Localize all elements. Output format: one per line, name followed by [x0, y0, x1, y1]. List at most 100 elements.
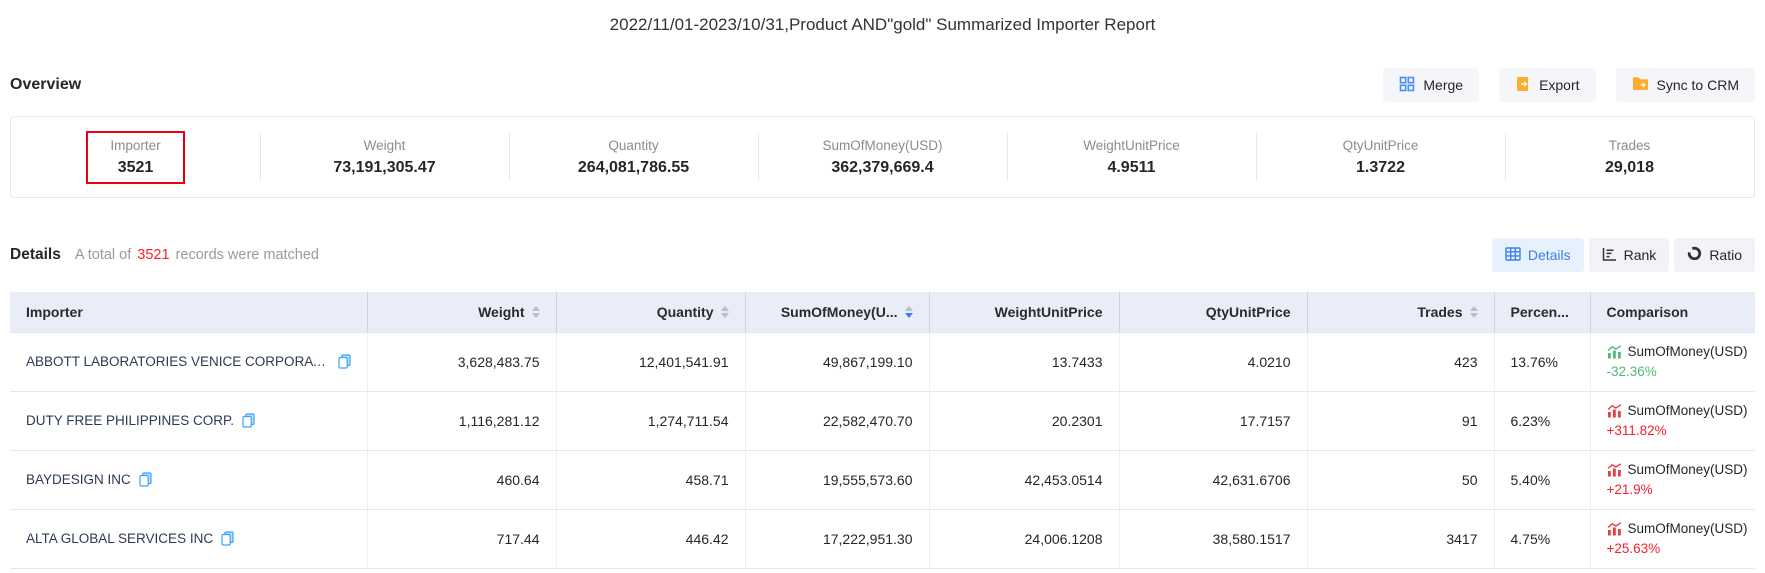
table-icon	[1505, 246, 1521, 264]
sort-caret-icon[interactable]	[720, 305, 729, 318]
column-header-weight[interactable]: Weight	[367, 292, 557, 333]
stat-label: Importer	[110, 137, 161, 153]
trades-cell: 423	[1307, 332, 1495, 392]
table-row: ABBOTT LABORATORIES VENICE CORPORAT... 3,…	[10, 332, 1755, 392]
quantity-cell: 12,401,541.91	[556, 332, 746, 392]
comparison-metric-label: SumOfMoney(USD)	[1627, 462, 1748, 477]
quantity-cell: 1,274,711.54	[556, 391, 746, 451]
overview-heading: Overview	[10, 76, 82, 93]
ratio-donut-icon	[1687, 246, 1702, 264]
weight-cell: 460.64	[367, 450, 557, 510]
tab-label: Details	[1527, 247, 1571, 263]
sum-of-money-cell: 49,867,199.10	[745, 332, 930, 392]
column-header-percentage: Percen...	[1494, 292, 1591, 333]
trend-chart-icon	[1607, 462, 1622, 477]
sort-caret-icon[interactable]	[1469, 305, 1478, 318]
summary-suffix: records were matched	[175, 247, 319, 263]
stat-value: 1.3722	[1356, 158, 1405, 176]
percentage-cell: 13.76%	[1494, 332, 1591, 392]
stat-quantity: Quantity 264,081,786.55	[509, 117, 758, 197]
quantity-cell: 446.42	[556, 509, 746, 569]
importer-highlight-box: Importer 3521	[86, 130, 185, 184]
qty-unit-price-cell: 42,631.6706	[1119, 450, 1308, 510]
stat-label: WeightUnitPrice	[1083, 137, 1180, 153]
importer-name-link[interactable]: ALTA GLOBAL SERVICES INC	[26, 531, 214, 546]
stat-trades: Trades 29,018	[1505, 117, 1754, 197]
stat-label: QtyUnitPrice	[1342, 137, 1419, 153]
tab-label: Rank	[1623, 247, 1657, 263]
export-icon	[1515, 76, 1531, 95]
qty-unit-price-cell: 4.0210	[1119, 332, 1308, 392]
stat-value: 264,081,786.55	[577, 158, 690, 176]
stat-value: 73,191,305.47	[333, 158, 436, 176]
column-header-trades[interactable]: Trades	[1307, 292, 1495, 333]
sort-caret-icon[interactable]	[531, 305, 540, 318]
column-header-sum-of-money[interactable]: SumOfMoney(U...	[745, 292, 930, 333]
qty-unit-price-cell: 17.7157	[1119, 391, 1308, 451]
details-table: Importer Weight Quantity SumOfMoney(U...…	[10, 292, 1755, 569]
stat-value: 3521	[117, 158, 154, 176]
weight-unit-price-cell: 24,006.1208	[929, 509, 1120, 569]
importer-cell: BAYDESIGN INC	[10, 450, 368, 510]
table-body: ABBOTT LABORATORIES VENICE CORPORAT... 3,…	[10, 332, 1755, 569]
importer-name-link[interactable]: DUTY FREE PHILIPPINES CORP.	[26, 413, 235, 428]
copy-icon[interactable]	[242, 413, 255, 428]
comparison-percentage: +311.82%	[1606, 423, 1667, 438]
importer-cell: ALTA GLOBAL SERVICES INC	[10, 509, 368, 569]
trades-cell: 3417	[1307, 509, 1495, 569]
trend-chart-icon	[1607, 521, 1622, 536]
tab-rank[interactable]: Rank	[1588, 238, 1670, 272]
details-heading: Details	[10, 246, 61, 263]
table-row: BAYDESIGN INC 460.64 458.71 19,555,573.60 42…	[10, 450, 1755, 510]
sum-of-money-cell: 19,555,573.60	[745, 450, 930, 510]
stat-weight: Weight 73,191,305.47	[260, 117, 509, 197]
export-button[interactable]: Export	[1499, 68, 1596, 102]
column-header-weight-unit-price: WeightUnitPrice	[929, 292, 1120, 333]
stat-label: Weight	[363, 137, 406, 153]
weight-unit-price-cell: 20.2301	[929, 391, 1120, 451]
stat-value: 362,379,669.4	[831, 158, 934, 176]
details-table-wrap: Importer Weight Quantity SumOfMoney(U...…	[10, 292, 1755, 569]
comparison-cell: SumOfMoney(USD) +25.63%	[1590, 509, 1755, 569]
overview-header: Overview Merge Export	[10, 67, 1755, 103]
copy-icon[interactable]	[221, 531, 234, 546]
comparison-metric-label: SumOfMoney(USD)	[1627, 403, 1748, 418]
column-header-quantity[interactable]: Quantity	[556, 292, 746, 333]
sort-caret-icon-active-desc[interactable]	[904, 305, 913, 318]
stat-importer: Importer 3521	[11, 117, 260, 197]
tab-ratio[interactable]: Ratio	[1674, 238, 1755, 272]
folder-sync-icon	[1632, 76, 1649, 94]
importer-cell: ABBOTT LABORATORIES VENICE CORPORAT...	[10, 332, 368, 392]
rank-chart-icon	[1602, 247, 1617, 264]
importer-name-link[interactable]: ABBOTT LABORATORIES VENICE CORPORAT...	[26, 354, 330, 369]
quantity-cell: 458.71	[556, 450, 746, 510]
record-count: 3521	[137, 247, 170, 263]
merge-button[interactable]: Merge	[1383, 68, 1480, 102]
stat-label: SumOfMoney(USD)	[822, 137, 943, 153]
column-header-qty-unit-price: QtyUnitPrice	[1119, 292, 1308, 333]
percentage-cell: 5.40%	[1494, 450, 1591, 510]
page-title: 2022/11/01-2023/10/31,Product AND"gold" …	[609, 15, 1156, 34]
comparison-cell: SumOfMoney(USD) +311.82%	[1590, 391, 1755, 451]
comparison-cell: SumOfMoney(USD) +21.9%	[1590, 450, 1755, 510]
copy-icon[interactable]	[139, 472, 152, 487]
weight-cell: 717.44	[367, 509, 557, 569]
merge-button-label: Merge	[1423, 77, 1464, 93]
weight-unit-price-cell: 42,453.0514	[929, 450, 1120, 510]
sync-to-crm-button[interactable]: Sync to CRM	[1615, 68, 1755, 102]
comparison-percentage: +25.63%	[1606, 541, 1661, 556]
summary-prefix: A total of	[74, 247, 132, 263]
weight-unit-price-cell: 13.7433	[929, 332, 1120, 392]
trend-chart-icon	[1607, 403, 1622, 418]
merge-icon	[1399, 76, 1415, 95]
view-tab-group: Details Rank Ratio	[1491, 238, 1755, 272]
copy-icon[interactable]	[337, 354, 351, 369]
tab-details[interactable]: Details	[1491, 238, 1584, 272]
stat-label: Quantity	[608, 137, 659, 153]
importer-name-link[interactable]: BAYDESIGN INC	[26, 472, 131, 487]
comparison-percentage: +21.9%	[1606, 482, 1653, 497]
export-button-label: Export	[1539, 77, 1580, 93]
details-header: Details A total of 3521 records were match…	[10, 238, 1755, 272]
weight-cell: 1,116,281.12	[367, 391, 557, 451]
sync-to-crm-button-label: Sync to CRM	[1656, 77, 1739, 93]
